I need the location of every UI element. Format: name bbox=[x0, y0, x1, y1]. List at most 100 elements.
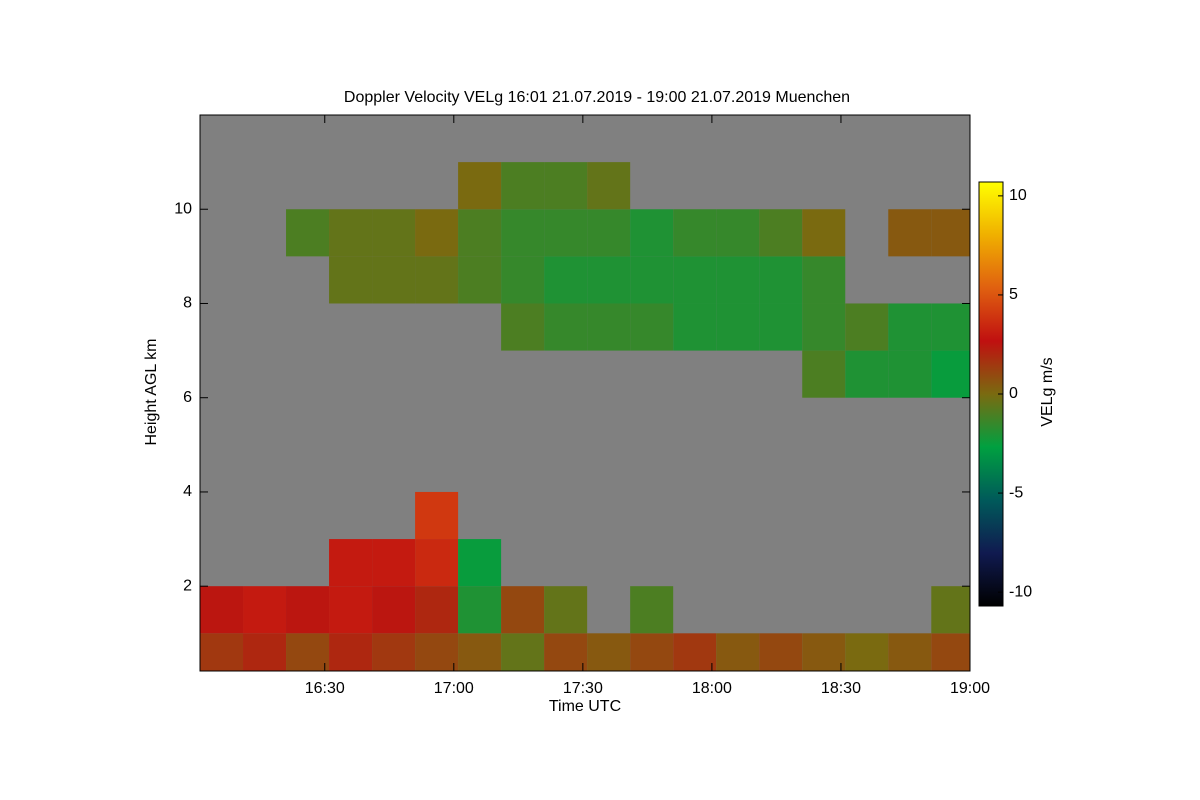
heatmap-cell bbox=[544, 162, 588, 210]
heatmap-cell bbox=[286, 209, 330, 257]
x-tick-label: 17:30 bbox=[563, 680, 603, 697]
heatmap-cell bbox=[329, 633, 373, 671]
y-tick-label: 10 bbox=[174, 200, 192, 217]
y-tick-label: 8 bbox=[183, 295, 192, 312]
colorbar-tick-label: 10 bbox=[1009, 187, 1027, 204]
heatmap-cell bbox=[802, 209, 846, 257]
heatmap-cell bbox=[415, 586, 459, 634]
heatmap-cell bbox=[329, 586, 373, 634]
heatmap-cell bbox=[200, 633, 244, 671]
colorbar-tick-label: -5 bbox=[1009, 484, 1023, 501]
heatmap-cell bbox=[673, 256, 717, 304]
heatmap-cell bbox=[458, 162, 502, 210]
heatmap-cell bbox=[587, 162, 631, 210]
heatmap-cell bbox=[544, 586, 588, 634]
heatmap-cell bbox=[544, 303, 588, 351]
heatmap-cell bbox=[372, 633, 416, 671]
y-axis-label: Height AGL km bbox=[143, 338, 160, 445]
heatmap-cell bbox=[501, 256, 545, 304]
heatmap-cell bbox=[501, 303, 545, 351]
heatmap-cell bbox=[759, 633, 803, 671]
heatmap-cell bbox=[931, 303, 970, 351]
heatmap-cell bbox=[243, 586, 287, 634]
heatmap-cell bbox=[200, 586, 244, 634]
heatmap-cell bbox=[372, 586, 416, 634]
heatmap-cell bbox=[501, 209, 545, 257]
x-tick-label: 19:00 bbox=[950, 680, 990, 697]
heatmap-cell bbox=[286, 586, 330, 634]
heatmap-cell bbox=[458, 539, 502, 587]
heatmap-cell bbox=[630, 209, 674, 257]
heatmap-cell bbox=[329, 256, 373, 304]
heatmap-cell bbox=[501, 162, 545, 210]
heatmap-cell bbox=[501, 633, 545, 671]
heatmap-cell bbox=[931, 586, 970, 634]
heatmap-cell bbox=[372, 209, 416, 257]
heatmap-cell bbox=[587, 256, 631, 304]
heatmap-cell bbox=[587, 209, 631, 257]
heatmap-cell bbox=[458, 633, 502, 671]
heatmap-cell bbox=[415, 209, 459, 257]
x-tick-label: 17:00 bbox=[434, 680, 474, 697]
colorbar-tick-label: 5 bbox=[1009, 286, 1018, 303]
heatmap-cell bbox=[716, 256, 760, 304]
heatmap-cell bbox=[286, 633, 330, 671]
heatmap-cell bbox=[544, 256, 588, 304]
heatmap-cell bbox=[716, 209, 760, 257]
heatmap-cell bbox=[931, 209, 970, 257]
heatmap-cell bbox=[372, 256, 416, 304]
colorbar-label: VELg m/s bbox=[1039, 357, 1056, 426]
heatmap-cell bbox=[458, 256, 502, 304]
heatmap-cell bbox=[458, 586, 502, 634]
colorbar-tick-label: -10 bbox=[1009, 583, 1032, 600]
heatmap-cell bbox=[673, 209, 717, 257]
heatmap-cell bbox=[845, 633, 889, 671]
heatmap-cell bbox=[888, 633, 932, 671]
heatmap-cell bbox=[845, 350, 889, 398]
heatmap-cell bbox=[587, 633, 631, 671]
heatmap-cell bbox=[415, 256, 459, 304]
heatmap-cell bbox=[802, 256, 846, 304]
heatmap-cell bbox=[372, 539, 416, 587]
x-tick-label: 18:00 bbox=[692, 680, 732, 697]
heatmap-cell bbox=[458, 209, 502, 257]
heatmap-cell bbox=[931, 633, 970, 671]
heatmap-cell bbox=[630, 586, 674, 634]
heatmap-cell bbox=[802, 633, 846, 671]
heatmap-cell bbox=[630, 256, 674, 304]
heatmap-cell bbox=[759, 303, 803, 351]
heatmap-cell bbox=[673, 303, 717, 351]
x-axis-label: Time UTC bbox=[549, 698, 621, 715]
heatmap-cell bbox=[329, 539, 373, 587]
y-tick-label: 2 bbox=[183, 577, 192, 594]
heatmap-cell bbox=[329, 209, 373, 257]
heatmap-cell bbox=[673, 633, 717, 671]
heatmap-cell bbox=[243, 633, 287, 671]
x-tick-label: 16:30 bbox=[305, 680, 345, 697]
y-tick-label: 4 bbox=[183, 483, 192, 500]
heatmap-cell bbox=[630, 303, 674, 351]
y-tick-label: 6 bbox=[183, 389, 192, 406]
heatmap-cell bbox=[415, 633, 459, 671]
heatmap-cell bbox=[587, 303, 631, 351]
heatmap-cell bbox=[544, 633, 588, 671]
heatmap-cell bbox=[501, 586, 545, 634]
heatmap-cell bbox=[888, 350, 932, 398]
heatmap-cell bbox=[716, 303, 760, 351]
x-tick-label: 18:30 bbox=[821, 680, 861, 697]
heatmap-cell bbox=[415, 491, 459, 540]
heatmap-cell bbox=[544, 209, 588, 257]
heatmap-cell bbox=[845, 303, 889, 351]
colorbar-tick-label: 0 bbox=[1009, 385, 1018, 402]
heatmap-cell bbox=[630, 633, 674, 671]
heatmap-cell bbox=[931, 350, 970, 398]
heatmap bbox=[200, 162, 970, 671]
heatmap-cell bbox=[759, 209, 803, 257]
heatmap-cell bbox=[716, 633, 760, 671]
heatmap-cell bbox=[888, 209, 932, 257]
heatmap-cell bbox=[802, 350, 846, 398]
plot-frame bbox=[199, 114, 971, 672]
chart-title: Doppler Velocity VELg 16:01 21.07.2019 -… bbox=[344, 89, 850, 106]
